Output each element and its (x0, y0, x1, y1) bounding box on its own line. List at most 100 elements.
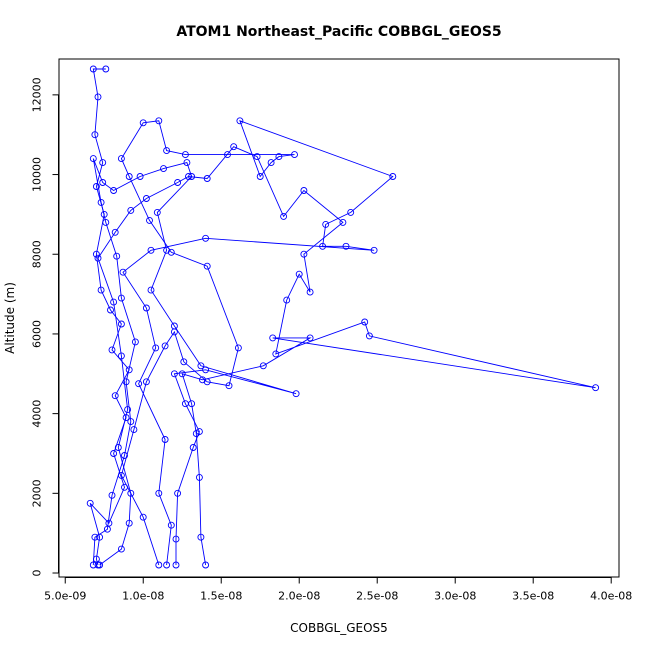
data-point (272, 350, 280, 358)
data-point (161, 436, 169, 443)
data-point (91, 131, 99, 139)
data-point (125, 519, 133, 527)
data-point (188, 173, 196, 180)
x-tick-label: 2.5e-08 (356, 590, 398, 603)
data-point (113, 252, 121, 260)
data-point (108, 346, 116, 354)
data-point (89, 65, 97, 73)
data-point (170, 370, 178, 378)
data-point (319, 242, 327, 250)
y-tick-label: 10000 (31, 157, 44, 192)
plot-frame (58, 58, 620, 578)
data-point (97, 198, 105, 206)
series-line (120, 120, 394, 566)
data-point (117, 155, 125, 163)
data-point (119, 268, 127, 276)
data-point (178, 370, 186, 378)
data-point (111, 228, 119, 236)
y-tick-label: 2000 (31, 479, 44, 507)
data-point (160, 165, 167, 173)
data-point (124, 406, 132, 414)
series-line (89, 68, 130, 566)
data-point (155, 489, 163, 497)
data-point (283, 296, 291, 304)
y-tick-label: 8000 (31, 240, 44, 268)
data-point (234, 344, 242, 352)
data-point (370, 246, 378, 254)
y-tick-label: 6000 (31, 320, 44, 348)
x-axis: 5.0e-09 1.0e-08 1.5e-08 2.0e-08 2.5e-08 3.0e-… (44, 577, 632, 603)
y-axis: 0 2000 4000 6000 8000 10000 12000 (31, 77, 59, 577)
data-point (99, 159, 107, 167)
data-point (199, 376, 206, 384)
data-point (339, 218, 347, 226)
data-point (108, 491, 116, 499)
x-tick-label: 5.0e-09 (44, 590, 86, 603)
data-point (224, 151, 231, 159)
data-point (389, 173, 397, 180)
y-tick-label: 12000 (31, 77, 44, 112)
data-point (111, 392, 119, 400)
series-2 (117, 117, 397, 569)
data-point (135, 380, 143, 388)
data-point (347, 208, 355, 216)
data-point (117, 352, 125, 360)
data-point (267, 159, 275, 167)
data-point (269, 334, 277, 342)
data-point (203, 262, 211, 270)
data-point (300, 250, 308, 258)
data-point (94, 93, 102, 101)
x-tick-label: 1.0e-08 (122, 590, 164, 603)
data-point (295, 270, 303, 278)
data-point (91, 533, 99, 541)
data-point (127, 206, 135, 214)
data-point (167, 521, 175, 529)
x-tick-label: 3.0e-08 (434, 590, 476, 603)
data-point (86, 499, 94, 507)
data-point (102, 65, 110, 73)
data-point (155, 117, 163, 125)
x-tick-label: 2.0e-08 (278, 590, 320, 603)
data-point (136, 173, 144, 180)
data-point (142, 195, 150, 202)
data-point (361, 318, 369, 326)
data-point (127, 489, 135, 497)
data-point (92, 183, 100, 190)
data-point (139, 513, 147, 521)
data-point (142, 378, 150, 386)
series-4 (89, 155, 300, 569)
data-point (202, 234, 210, 242)
data-point (592, 384, 600, 392)
data-point (125, 173, 133, 180)
data-point (114, 444, 122, 451)
data-point (197, 533, 205, 541)
data-point (155, 561, 163, 569)
series-layer (86, 65, 600, 569)
data-point (89, 561, 97, 569)
data-point (306, 288, 314, 296)
data-point (181, 151, 189, 159)
data-point (107, 306, 114, 314)
data-point (110, 298, 118, 306)
data-point (230, 143, 238, 151)
data-point (146, 216, 153, 224)
data-point (142, 304, 150, 312)
x-tick-label: 4.0e-08 (590, 590, 632, 603)
data-point (102, 218, 110, 226)
data-point (174, 489, 182, 497)
data-point (195, 473, 203, 481)
data-point (291, 151, 298, 159)
data-point (172, 561, 180, 569)
data-point (117, 294, 125, 302)
data-point (253, 153, 261, 161)
data-point (147, 246, 155, 254)
y-tick-label: 4000 (31, 400, 44, 428)
data-point (122, 378, 130, 386)
series-line (97, 146, 596, 566)
data-point (94, 254, 102, 262)
data-point (306, 334, 314, 342)
data-point (139, 119, 147, 127)
data-point (117, 545, 125, 553)
data-point (147, 286, 155, 294)
data-point (163, 561, 171, 569)
